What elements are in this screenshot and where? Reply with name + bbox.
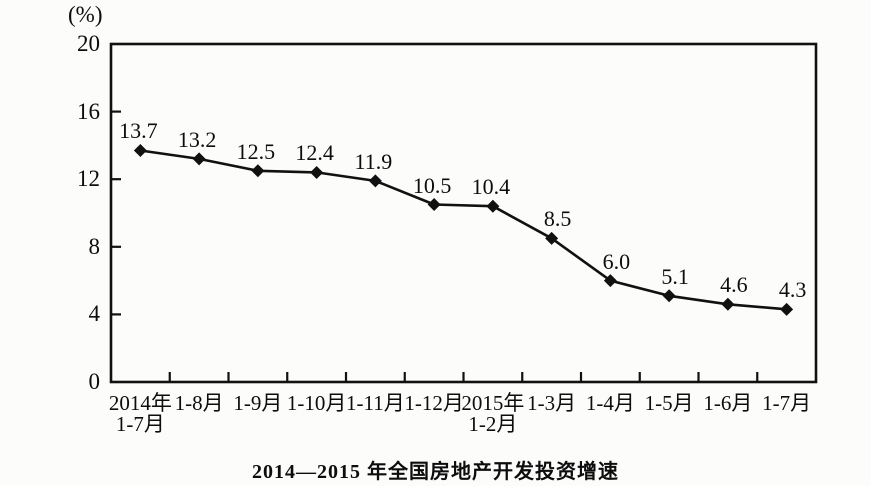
data-point-value-label: 13.2 <box>177 126 217 152</box>
data-point-value-label: 11.9 <box>354 148 393 174</box>
data-point-marker <box>427 198 441 212</box>
data-point-marker <box>368 174 382 188</box>
data-point-value-label: 6.0 <box>602 248 631 274</box>
data-point-marker <box>192 152 206 166</box>
plot-border <box>109 42 818 384</box>
data-point-value-label: 10.4 <box>471 174 511 200</box>
y-axis-tick-label: 12 <box>77 166 100 192</box>
x-axis-tick-label: 2015年 1-2月 <box>433 393 553 435</box>
data-point-marker <box>721 297 735 311</box>
data-point-value-label: 13.7 <box>119 118 158 144</box>
x-axis-tick-label-line: 1-7月 <box>762 391 812 415</box>
x-axis-tick-label: 2014年 1-7月 <box>80 393 200 435</box>
x-axis-tick-label-line: 1-8月 <box>174 391 224 415</box>
x-axis-tick-label: 1-12月 <box>374 393 494 414</box>
data-point-value-label: 10.5 <box>412 172 452 198</box>
y-axis-tick-label: 8 <box>88 233 101 259</box>
x-axis-tick-label-line: 2014年 <box>108 391 172 415</box>
data-point-value-label: 5.1 <box>661 263 689 289</box>
y-axis-unit-label: (%) <box>68 2 103 27</box>
data-point-marker <box>310 165 324 179</box>
x-axis-tick-label: 1-6月 <box>668 393 788 414</box>
x-axis-tick-label: 1-10月 <box>257 393 377 414</box>
y-axis-tick-label: 0 <box>88 369 101 394</box>
x-axis-tick-label-line: 1-4月 <box>585 391 635 415</box>
data-point-marker <box>780 302 794 316</box>
x-axis-tick-label: 1-8月 <box>139 393 259 414</box>
x-axis-tick-label: 1-5月 <box>609 393 729 414</box>
x-axis-tick-label-line: 1-3月 <box>527 391 577 415</box>
x-axis-tick-label-line: 1-2月 <box>468 412 518 436</box>
x-axis-tick-label-line: 2015年 <box>461 391 525 415</box>
data-point-value-label: 12.5 <box>236 138 276 164</box>
x-axis-tick-label: 1-3月 <box>492 393 612 414</box>
x-axis-tick-label: 1-9月 <box>198 393 318 414</box>
x-axis-tick-label-line: 1-12月 <box>404 391 464 415</box>
data-line <box>140 149 787 311</box>
x-axis-tick-label-line: 1-9月 <box>233 391 283 415</box>
x-axis-tick-label-line: 1-6月 <box>703 391 753 415</box>
data-point-value-label: 4.6 <box>720 272 748 298</box>
x-axis-tick-label: 1-4月 <box>550 393 670 414</box>
data-point-marker <box>545 231 559 245</box>
data-point-marker <box>486 199 500 213</box>
data-point-value-label: 4.3 <box>778 277 807 303</box>
x-axis-tick-label: 1-11月 <box>315 393 435 414</box>
y-axis-tick-label: 4 <box>88 301 101 327</box>
x-axis-tick-label: 1-7月 <box>727 393 847 414</box>
x-axis-tick-label-line: 1-11月 <box>346 391 405 415</box>
y-axis-tick-label: 16 <box>77 98 100 124</box>
chart-title: 2014—2015 年全国房地产开发投资增速 <box>252 461 619 483</box>
x-axis-tick-label-line: 1-10月 <box>286 391 347 415</box>
x-axis-tick-label-line: 1-5月 <box>644 391 694 415</box>
data-point-marker <box>603 274 617 288</box>
data-point-value-label: 12.4 <box>295 140 334 166</box>
x-axis-tick-label-line: 1-7月 <box>115 412 165 436</box>
data-point-marker <box>251 164 265 178</box>
data-point-value-label: 8.5 <box>543 206 572 232</box>
data-point-marker <box>133 143 147 157</box>
y-axis-tick-label: 20 <box>77 31 100 56</box>
data-point-marker <box>662 289 676 303</box>
